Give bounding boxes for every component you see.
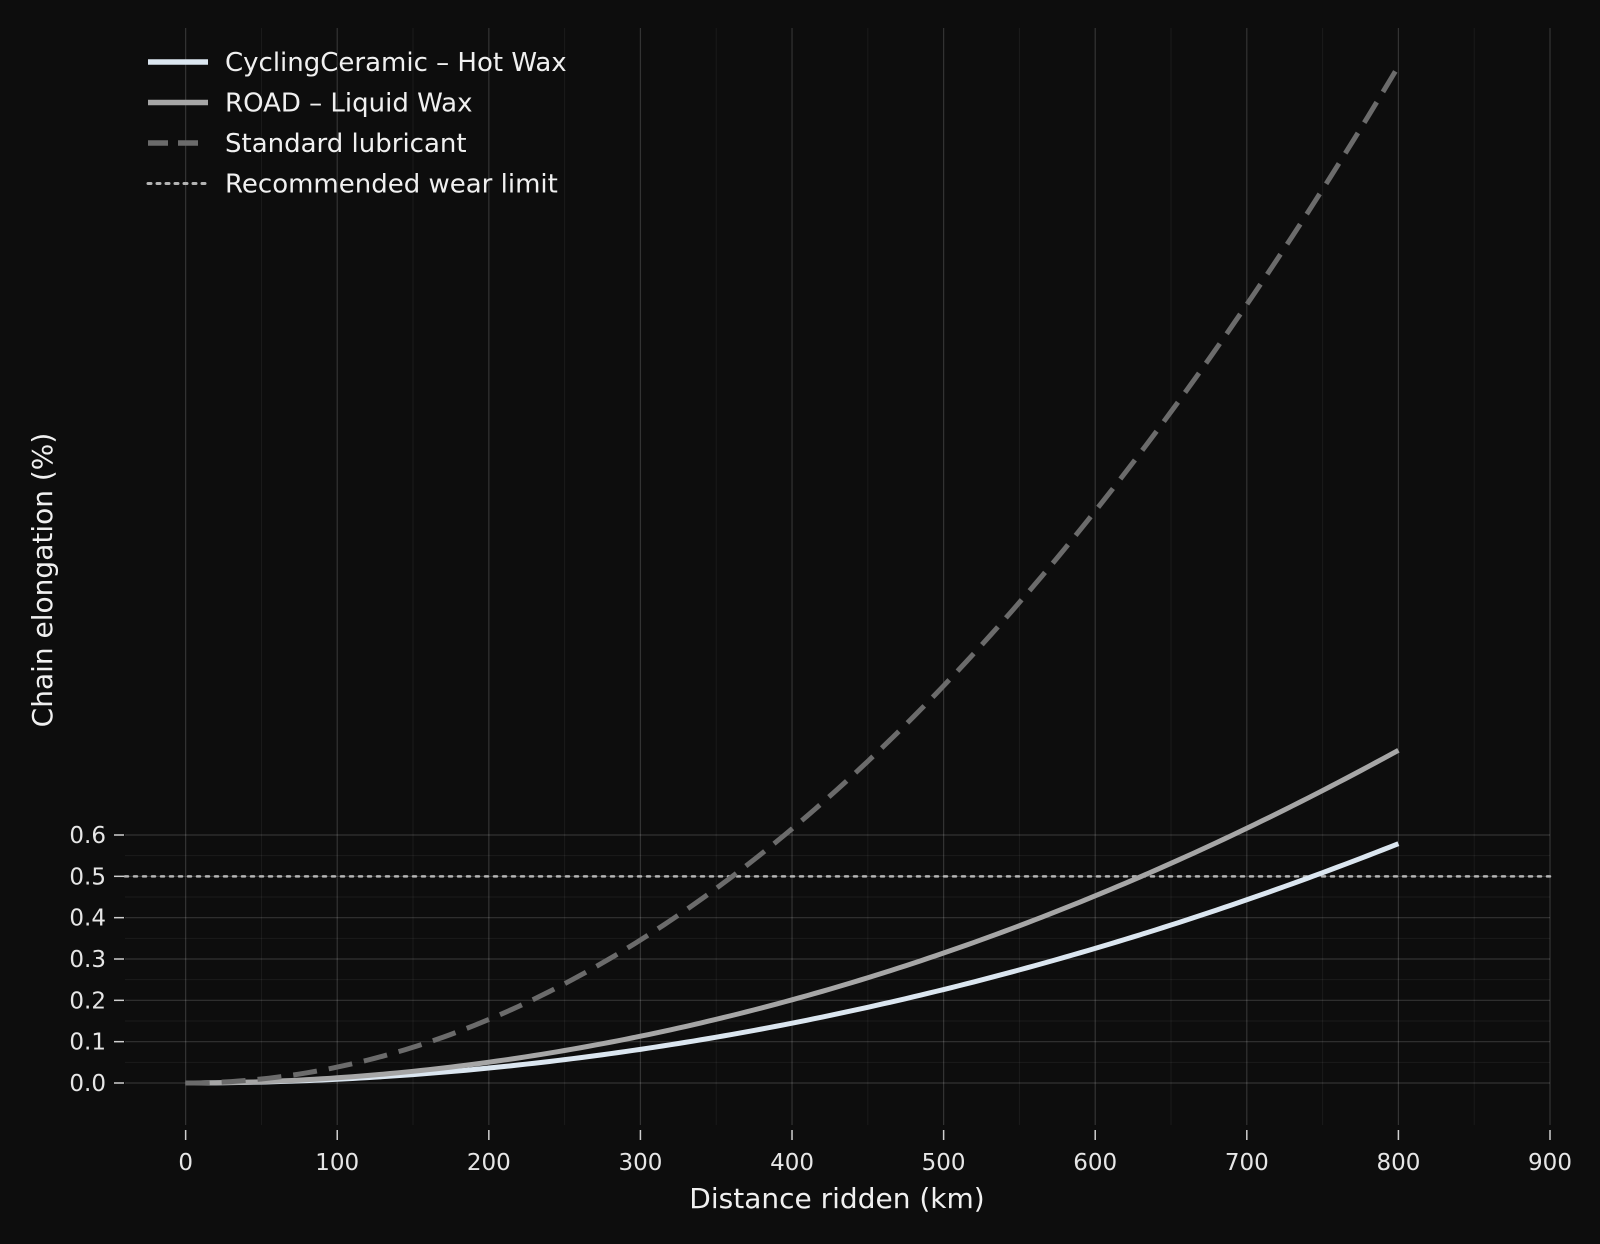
legend-label: CyclingCeramic – Hot Wax [225, 48, 567, 78]
x-tick-label: 100 [315, 1150, 359, 1176]
y-tick-label: 0.4 [69, 906, 106, 932]
x-tick-label: 0 [178, 1150, 193, 1176]
x-axis-label: Distance ridden (km) [689, 1182, 984, 1215]
series-line-standard-lubricant [185, 64, 1401, 1086]
y-axis-label: Chain elongation (%) [26, 433, 59, 728]
y-tick-label: 0.6 [69, 823, 106, 849]
y-tick-label: 0.0 [69, 1071, 106, 1097]
legend: CyclingCeramic – Hot Wax ROAD – Liquid Wa… [146, 48, 567, 200]
y-tick-label: 0.3 [69, 947, 106, 973]
x-tick-label: 400 [770, 1150, 814, 1176]
series-line-cyclingceramic-hot-wax [185, 841, 1400, 1086]
x-tick-label: 500 [922, 1150, 966, 1176]
x-tick-label: 700 [1225, 1150, 1269, 1176]
x-axis-ticks: 0 100 200 300 400 500 600 700 800 900 [178, 1130, 1572, 1176]
x-tick-label: 800 [1376, 1150, 1420, 1176]
y-axis-ticks: 0.0 0.1 0.2 0.3 0.4 0.5 0.6 [69, 823, 124, 1097]
series-line-road-liquid-wax [185, 748, 1400, 1086]
x-tick-label: 300 [618, 1150, 662, 1176]
legend-label: Recommended wear limit [225, 170, 558, 200]
series-layer [185, 64, 1401, 1086]
x-tick-label: 600 [1073, 1150, 1117, 1176]
x-tick-label: 900 [1528, 1150, 1572, 1176]
y-tick-label: 0.2 [69, 988, 106, 1014]
legend-label: Standard lubricant [225, 129, 467, 159]
x-tick-label: 200 [467, 1150, 511, 1176]
y-tick-label: 0.1 [69, 1030, 106, 1056]
legend-label: ROAD – Liquid Wax [225, 89, 472, 119]
y-tick-label: 0.5 [69, 864, 106, 890]
